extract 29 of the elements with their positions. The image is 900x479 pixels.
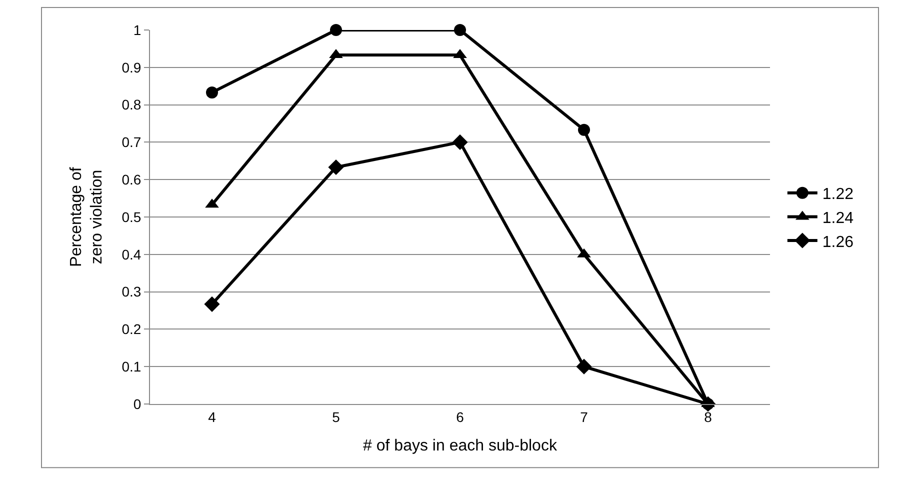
y-tick-label: 0.3	[122, 284, 142, 300]
point	[454, 24, 466, 36]
point	[330, 24, 342, 36]
point	[328, 159, 344, 176]
legend-label: 1.24	[822, 210, 854, 227]
x-tick-label: 4	[208, 408, 216, 425]
x-tick-label: 6	[456, 408, 464, 425]
y-tick-label: 0.4	[122, 246, 142, 262]
x-tick-label: 5	[332, 408, 340, 425]
y-axis-title: Percentage of zero violation	[68, 166, 106, 267]
x-axis-title: # of bays in each sub-block	[363, 438, 558, 454]
y-tick-label: 0.8	[122, 96, 142, 113]
point	[576, 358, 592, 374]
y-tick-label: 0.7	[122, 134, 142, 150]
y-tick-label: 0	[133, 396, 142, 412]
y-tick-label: 0.6	[122, 172, 142, 188]
x-tick-label: 8	[704, 408, 712, 425]
y-tick-label: 0.9	[122, 59, 142, 76]
y-tick-label: 1	[133, 22, 142, 38]
legend-label: 1.22	[822, 186, 854, 204]
y-tick-label: 0.5	[122, 208, 142, 225]
x-tick-label: 7	[580, 408, 588, 425]
point	[578, 124, 590, 136]
legend-label: 1.26	[822, 234, 854, 251]
point	[204, 296, 220, 312]
y-tick-label: 0.1	[122, 358, 142, 374]
y-tick-label: 0.2	[122, 321, 142, 338]
point	[452, 134, 468, 150]
point	[206, 86, 218, 98]
